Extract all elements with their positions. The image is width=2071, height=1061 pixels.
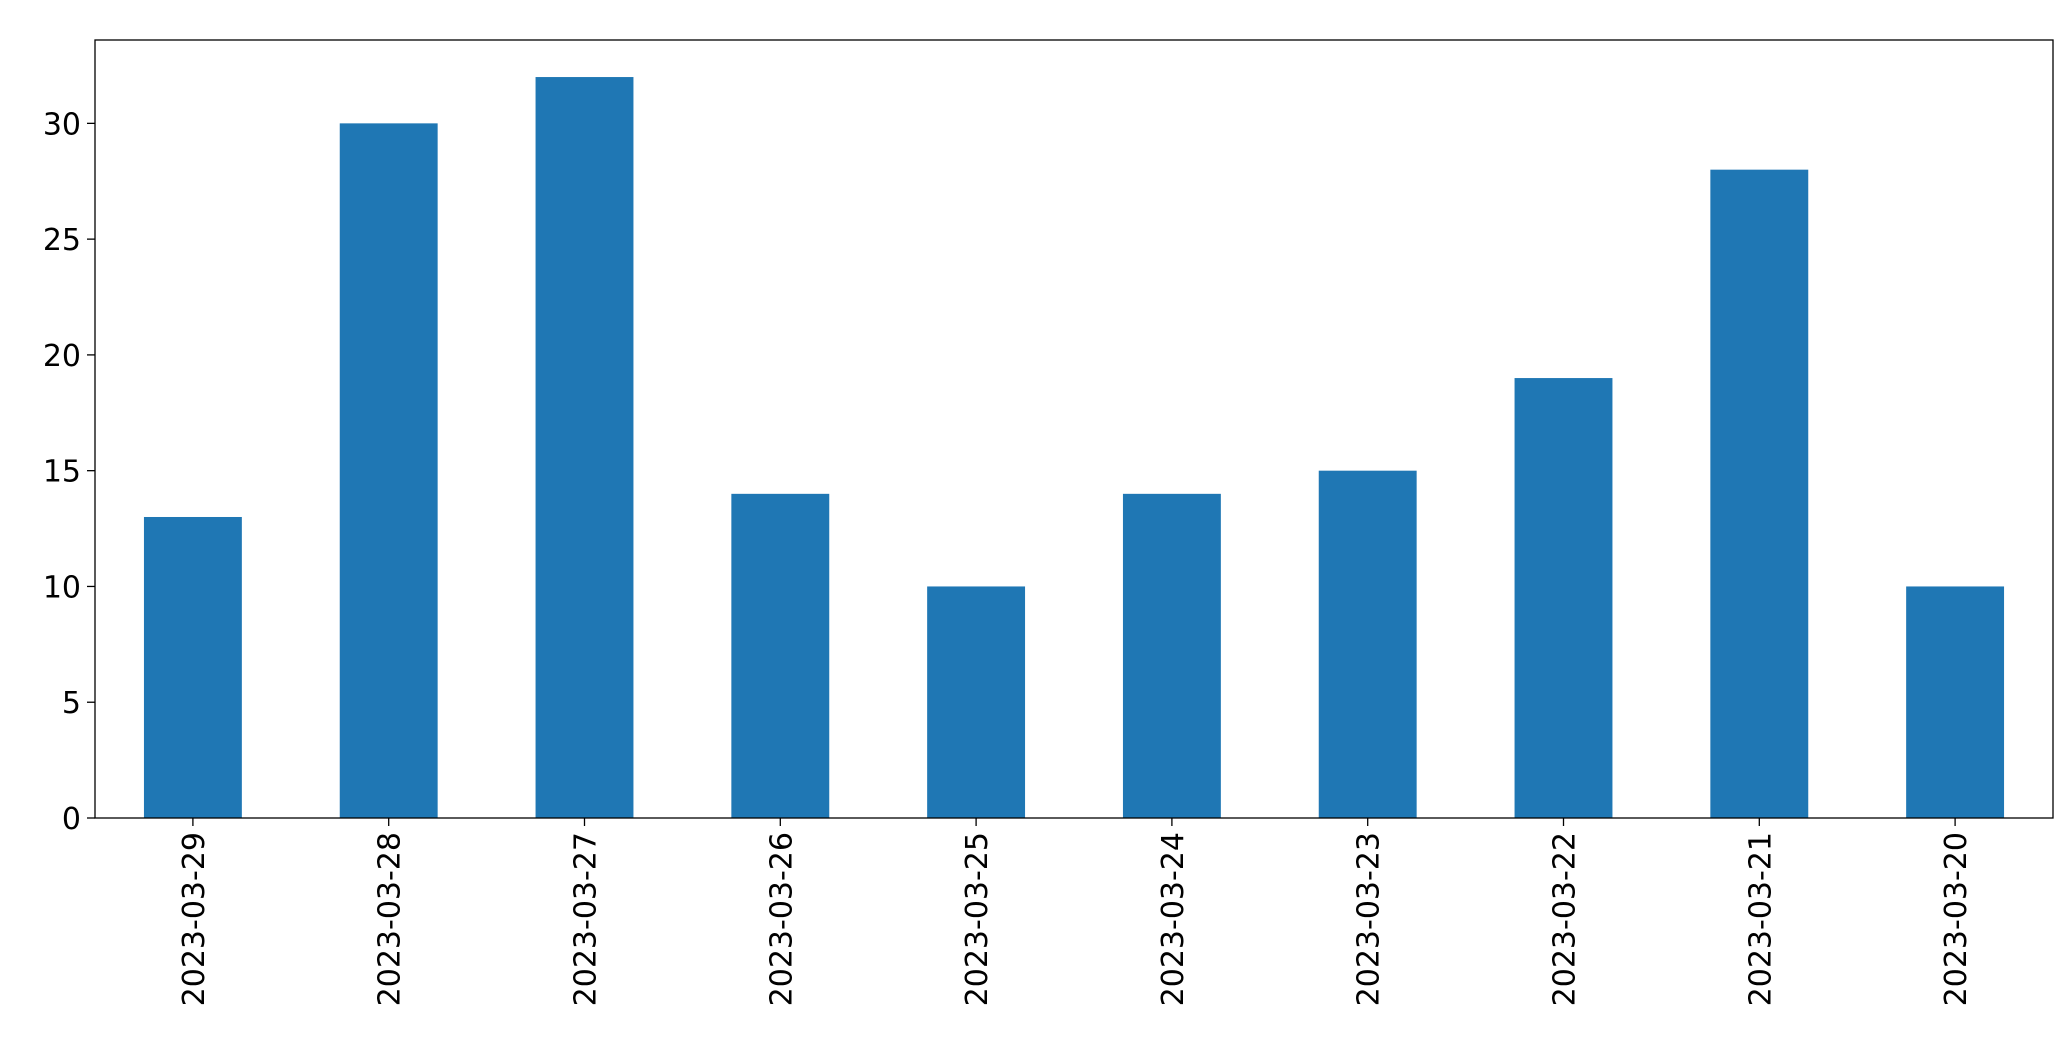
- x-tick-label: 2023-03-25: [960, 832, 995, 1006]
- y-tick-label: 25: [43, 223, 81, 258]
- bar: [927, 586, 1026, 818]
- y-tick-label: 30: [43, 107, 81, 142]
- bar: [731, 493, 830, 818]
- x-tick-label: 2023-03-20: [1939, 832, 1974, 1006]
- y-tick-label: 15: [43, 455, 81, 490]
- y-tick-label: 20: [43, 339, 81, 374]
- bar: [535, 77, 634, 819]
- y-tick-label: 5: [62, 686, 81, 721]
- bar: [1710, 169, 1809, 818]
- y-tick-label: 0: [62, 802, 81, 837]
- x-tick-label: 2023-03-24: [1156, 832, 1191, 1006]
- x-tick-label: 2023-03-22: [1548, 832, 1583, 1006]
- bar: [1906, 586, 2005, 818]
- bar: [143, 516, 242, 818]
- plot-frame: [94, 39, 2054, 819]
- x-tick-label: 2023-03-28: [373, 832, 408, 1006]
- y-tick-label: 10: [43, 570, 81, 605]
- x-tick-label: 2023-03-21: [1743, 832, 1778, 1006]
- bar: [1122, 493, 1221, 818]
- bar: [1514, 378, 1613, 818]
- bar: [1318, 470, 1417, 818]
- x-tick-label: 2023-03-27: [569, 832, 604, 1006]
- x-tick-label: 2023-03-23: [1352, 832, 1387, 1006]
- x-tick-label: 2023-03-26: [764, 832, 799, 1006]
- x-tick-label: 2023-03-29: [177, 832, 212, 1006]
- bar: [339, 123, 438, 819]
